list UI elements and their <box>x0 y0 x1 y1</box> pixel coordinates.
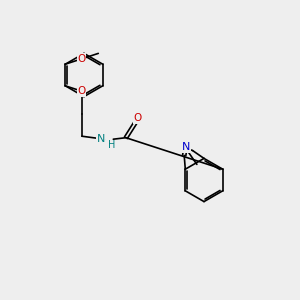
Text: O: O <box>78 54 86 64</box>
Text: N: N <box>182 142 190 152</box>
Text: H: H <box>107 140 115 150</box>
Text: O: O <box>78 86 86 96</box>
Text: O: O <box>133 113 141 123</box>
Text: N: N <box>97 134 105 144</box>
